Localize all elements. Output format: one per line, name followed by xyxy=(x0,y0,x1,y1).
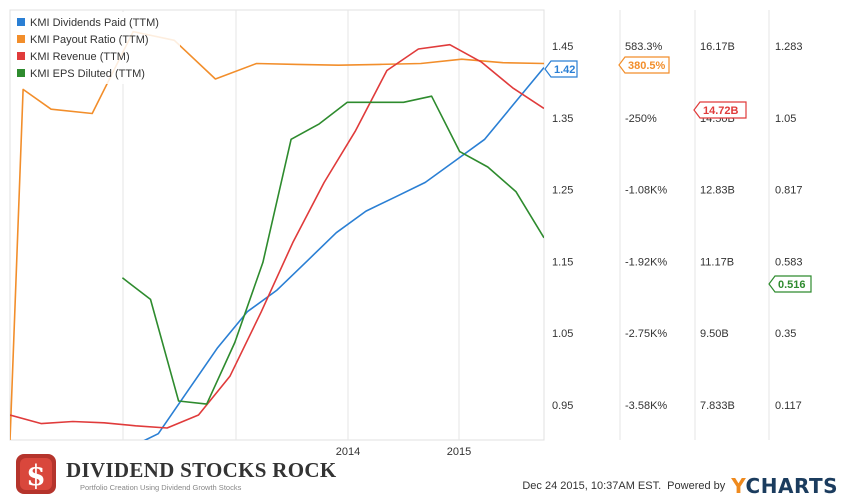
y-tick-label-price: 1.45 xyxy=(552,41,573,53)
axis-column-dividers xyxy=(619,10,770,440)
legend-label: KMI Revenue (TTM) xyxy=(30,51,130,63)
y-tick-label-eps: 1.283 xyxy=(775,41,803,53)
brand-tagline: Portfolio Creation Using Dividend Growth… xyxy=(80,483,242,492)
y-tick-label-price: 1.15 xyxy=(552,256,573,268)
y-tick-label-revenue: 11.17B xyxy=(700,256,734,268)
badge-label: 14.72B xyxy=(703,105,739,117)
value-badges: 1.42 380.5% 14.72B 0.516 xyxy=(544,56,812,293)
dividend-stocks-rock-brand: $ DIVIDEND STOCKS ROCK Portfolio Creatio… xyxy=(14,452,336,496)
y-tick-label-payout: -1.08K% xyxy=(625,185,667,197)
legend-swatch xyxy=(17,18,25,26)
y-tick-label-price: 1.05 xyxy=(552,328,573,340)
legend-label: KMI Dividends Paid (TTM) xyxy=(30,17,159,29)
x-axis-ticks: 2014 2015 xyxy=(336,446,471,458)
badge-payout: 380.5% xyxy=(618,56,670,74)
legend-box xyxy=(12,12,180,84)
badge-label: 1.42 xyxy=(554,64,575,76)
badge-label: 0.516 xyxy=(778,279,806,291)
series-line-1 xyxy=(10,30,544,440)
y-tick-label-eps: 1.05 xyxy=(775,113,796,125)
ycharts-logo-text: CHARTS xyxy=(745,474,838,498)
badge-eps: 0.516 xyxy=(768,275,812,293)
brand-title: DIVIDEND STOCKS ROCK xyxy=(66,458,337,482)
svg-text:$: $ xyxy=(26,459,45,492)
chart-credits: Dec 24 2015, 10:37AM EST. Powered by YCH… xyxy=(522,474,838,498)
y-axis-columns: 1.45 1.35 1.25 1.15 1.05 0.95 583.3% -250% -1.08… xyxy=(552,41,803,412)
series-line-0 xyxy=(143,66,544,440)
series-line-2 xyxy=(10,43,544,429)
y-tick-label-payout: -250% xyxy=(625,113,657,125)
x-tick-label: 2015 xyxy=(447,446,471,458)
ycharts-logo[interactable]: YCHARTS xyxy=(731,474,838,498)
dsr-logo-icon: $ xyxy=(16,454,56,494)
badge-revenue: 14.72B xyxy=(693,101,747,119)
legend-label: KMI Payout Ratio (TTM) xyxy=(30,34,149,46)
y-tick-label-payout: -1.92K% xyxy=(625,256,667,268)
chart-timestamp: Dec 24 2015, 10:37AM EST. xyxy=(522,480,662,492)
y-tick-label-eps: 0.35 xyxy=(775,328,796,340)
legend-swatch xyxy=(17,69,25,77)
ycharts-logo-y: Y xyxy=(731,474,746,498)
y-tick-label-payout: 583.3% xyxy=(625,41,663,53)
legend-label: KMI EPS Diluted (TTM) xyxy=(30,68,145,80)
y-tick-label-revenue: 9.50B xyxy=(700,328,729,340)
y-tick-label-payout: -2.75K% xyxy=(625,328,667,340)
badge-dividends: 1.42 xyxy=(544,60,578,78)
y-tick-label-eps: 0.817 xyxy=(775,185,803,197)
y-tick-label-price: 0.95 xyxy=(552,400,573,412)
series-lines xyxy=(10,30,544,440)
y-tick-label-price: 1.25 xyxy=(552,185,573,197)
y-tick-label-revenue: 7.833B xyxy=(700,400,735,412)
legend: KMI Dividends Paid (TTM) KMI Payout Ratio… xyxy=(12,12,180,84)
y-tick-label-revenue: 16.17B xyxy=(700,41,735,53)
y-tick-label-price: 1.35 xyxy=(552,113,573,125)
y-tick-label-revenue: 12.83B xyxy=(700,185,735,197)
legend-swatch xyxy=(17,35,25,43)
legend-swatch xyxy=(17,52,25,60)
y-tick-label-eps: 0.583 xyxy=(775,256,803,268)
x-tick-label: 2014 xyxy=(336,446,360,458)
powered-by-label: Powered by xyxy=(667,480,726,492)
y-tick-label-eps: 0.117 xyxy=(775,400,802,412)
badge-label: 380.5% xyxy=(628,60,666,72)
y-tick-label-payout: -3.58K% xyxy=(625,400,667,412)
series-line-3 xyxy=(121,95,544,405)
